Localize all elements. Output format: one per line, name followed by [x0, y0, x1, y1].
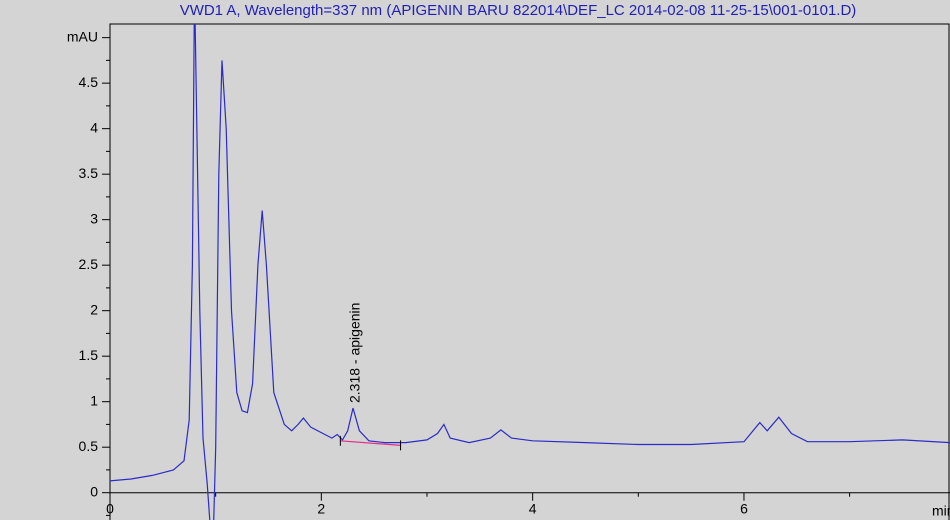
y-tick-label: 1.5 — [79, 347, 99, 363]
y-tick-label: 2 — [90, 301, 98, 317]
x-tick-label: 6 — [740, 500, 748, 516]
y-tick-label: 2.5 — [79, 256, 99, 272]
x-axis-label: min — [932, 503, 950, 519]
chromatogram-line — [110, 24, 950, 520]
y-tick-label: mAU — [67, 28, 98, 44]
y-tick-label: 3.5 — [79, 165, 99, 181]
y-tick-label: 4.5 — [79, 74, 99, 90]
y-tick-label: 1 — [90, 392, 98, 408]
y-tick-label: 3 — [90, 210, 98, 226]
x-tick-label: 2 — [317, 500, 325, 516]
peak-annotation: 2.318 - apigenin — [347, 303, 363, 403]
plot-frame — [109, 23, 950, 520]
integration-baseline — [340, 440, 401, 446]
y-tick-label: 4 — [90, 119, 98, 135]
x-tick-label: 4 — [529, 500, 537, 516]
chart-title: VWD1 A, Wavelength=337 nm (APIGENIN BARU… — [180, 2, 857, 19]
x-tick-label: 0 — [106, 500, 114, 516]
y-tick-label: 0.5 — [79, 438, 99, 454]
y-tick-label: 0 — [90, 483, 98, 499]
